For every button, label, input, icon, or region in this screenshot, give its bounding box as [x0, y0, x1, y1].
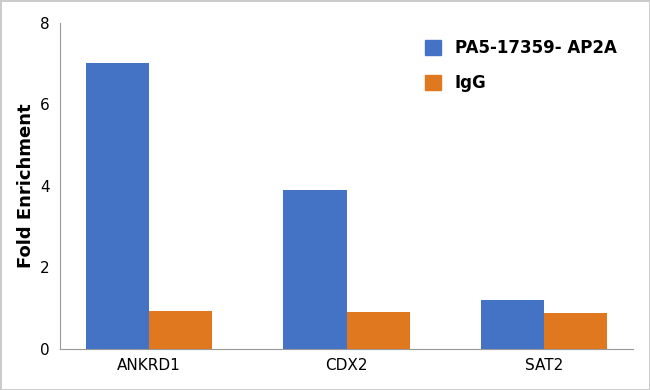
Bar [544, 313, 607, 349]
Bar [149, 311, 212, 349]
Bar [86, 64, 149, 349]
Bar [481, 300, 544, 349]
Bar [346, 312, 410, 349]
Bar [283, 190, 346, 349]
Y-axis label: Fold Enrichment: Fold Enrichment [17, 103, 34, 268]
Legend: PA5-17359- AP2A, IgG: PA5-17359- AP2A, IgG [417, 31, 625, 100]
